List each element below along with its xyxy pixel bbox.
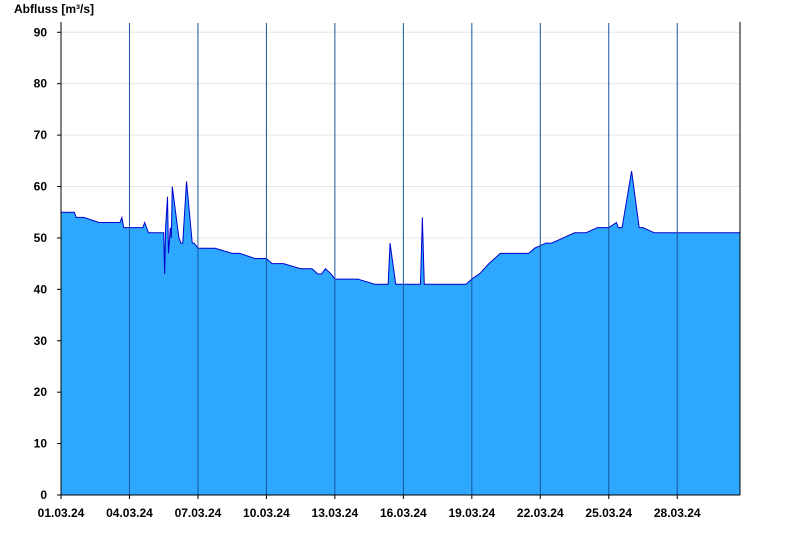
x-tick-label: 22.03.24: [517, 506, 564, 520]
x-tick-labels: 01.03.24 04.03.24 07.03.24 10.03.24 13.03.24…: [38, 495, 701, 520]
x-tick-label: 10.03.24: [243, 506, 290, 520]
series-line: [61, 171, 740, 285]
y-tick-label: 0: [40, 488, 47, 502]
x-tick-label: 13.03.24: [312, 506, 359, 520]
x-tick-label: 28.03.24: [654, 506, 701, 520]
series-area: [61, 171, 740, 495]
y-tick-label: 50: [34, 231, 48, 245]
x-tick-label: 07.03.24: [175, 506, 222, 520]
axes: [60, 22, 741, 496]
y-tick-label: 70: [34, 128, 48, 142]
y-tick-label: 40: [34, 282, 48, 296]
y-tick-labels: 0 10 20 30 40 50 60 70 80 90: [34, 25, 61, 502]
y-tick-label: 90: [34, 25, 48, 39]
x-tick-label: 16.03.24: [380, 506, 427, 520]
vertical-gridlines: [128, 23, 678, 495]
x-tick-label: 25.03.24: [585, 506, 632, 520]
y-axis-title: Abfluss [m³/s]: [14, 2, 94, 16]
y-tick-label: 20: [34, 385, 48, 399]
y-tick-label: 10: [34, 437, 48, 451]
x-tick-label: 04.03.24: [106, 506, 153, 520]
y-tick-label: 60: [34, 180, 48, 194]
x-tick-label: 19.03.24: [448, 506, 495, 520]
series-area-layer: [61, 171, 740, 495]
y-tick-label: 30: [34, 334, 48, 348]
y-tick-label: 80: [34, 77, 48, 91]
x-tick-label: 01.03.24: [38, 506, 85, 520]
